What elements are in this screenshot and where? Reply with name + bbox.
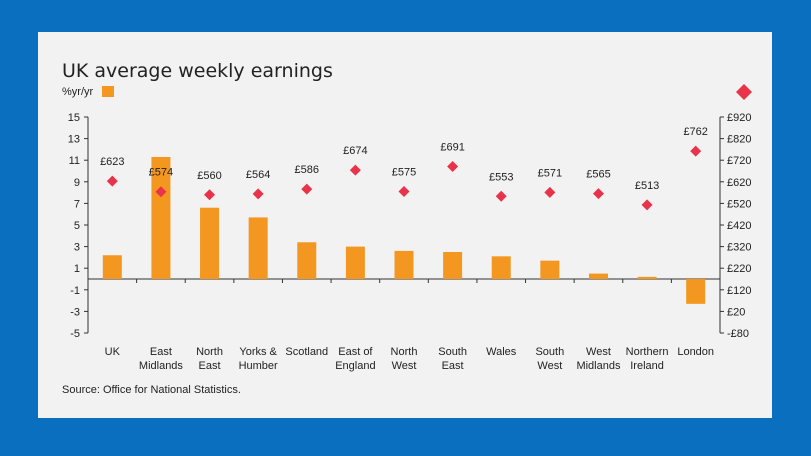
diamond-marker bbox=[398, 186, 410, 198]
diamond-data-label: £691 bbox=[440, 141, 464, 153]
x-category-label: East bbox=[442, 360, 464, 372]
y-left-tick-label: 1 bbox=[74, 263, 80, 275]
diamond-data-label: £623 bbox=[100, 156, 124, 168]
x-category-label: Midlands bbox=[139, 360, 184, 372]
x-category-label: North bbox=[196, 346, 223, 358]
bar bbox=[540, 260, 560, 279]
diamond-marker bbox=[252, 188, 264, 200]
y-left-tick-label: 15 bbox=[68, 112, 80, 124]
diamond-data-label: £586 bbox=[295, 164, 319, 176]
bar bbox=[297, 242, 317, 279]
diamond-data-label: £565 bbox=[586, 169, 610, 181]
legend-diamond-swatch bbox=[736, 84, 752, 100]
y-right-tick-label: £220 bbox=[727, 263, 751, 275]
diamond-marker bbox=[106, 175, 118, 187]
bar bbox=[200, 207, 220, 279]
diamond-data-label: £553 bbox=[489, 171, 513, 183]
diamond-marker bbox=[690, 145, 702, 157]
bar bbox=[248, 217, 268, 279]
diamonds-layer bbox=[106, 145, 702, 211]
diamond-marker bbox=[349, 164, 361, 176]
y-left-tick-label: -3 bbox=[70, 306, 80, 318]
diamond-marker bbox=[495, 190, 507, 202]
bar bbox=[491, 256, 511, 279]
bar bbox=[443, 252, 463, 279]
x-category-label: Wales bbox=[486, 346, 517, 358]
y-left-tick-label: 9 bbox=[74, 177, 80, 189]
x-category-label: East bbox=[150, 346, 172, 358]
x-category-label: North bbox=[391, 346, 418, 358]
y-right-tick-label: £820 bbox=[727, 134, 751, 146]
diamond-marker bbox=[301, 183, 313, 195]
x-category-label: Midlands bbox=[576, 360, 621, 372]
y-axis-unit-label: %yr/yr bbox=[62, 86, 94, 98]
labels-layer: £623 £574 £560 £564 £586 £674 £575 £691 £553 £571… bbox=[100, 126, 714, 372]
y-left-tick-label: 5 bbox=[74, 220, 80, 232]
y-right-tick-label: £320 bbox=[727, 242, 751, 254]
y-right-tick-label: £420 bbox=[727, 220, 751, 232]
legend-bar-swatch bbox=[102, 86, 114, 97]
y-right-tick-label: -£80 bbox=[727, 328, 749, 340]
x-category-label: Humber bbox=[239, 360, 278, 372]
diamond-data-label: £762 bbox=[683, 126, 707, 138]
bar bbox=[637, 276, 657, 279]
x-category-label: East of bbox=[338, 346, 373, 358]
bar bbox=[686, 279, 706, 304]
y-left-tick-label: 13 bbox=[68, 134, 80, 146]
x-category-label: South bbox=[535, 346, 564, 358]
bar bbox=[151, 156, 171, 279]
bar bbox=[588, 273, 608, 279]
y-right-tick-label: £920 bbox=[727, 112, 751, 124]
y-right-tick-label: £20 bbox=[727, 306, 745, 318]
axes-layer: 15 13 11 9 7 5 3 1 -1 -3 -5 £920 £820 £720 £620 £520 £42… bbox=[68, 112, 752, 340]
x-category-label: West bbox=[392, 360, 417, 372]
diamond-marker bbox=[592, 188, 604, 200]
x-category-label: Ireland bbox=[630, 360, 664, 372]
y-left-tick-label: 7 bbox=[74, 198, 80, 210]
bar bbox=[394, 250, 414, 279]
y-left-tick-label: -1 bbox=[70, 285, 80, 297]
x-category-label: Scotland bbox=[285, 346, 328, 358]
legend-layer bbox=[736, 84, 752, 100]
diamond-marker bbox=[204, 189, 216, 201]
x-category-label: London bbox=[677, 346, 714, 358]
source-note: Source: Office for National Statistics. bbox=[62, 384, 241, 396]
y-left-tick-label: 3 bbox=[74, 242, 80, 254]
diamond-data-label: £513 bbox=[635, 180, 659, 192]
y-left-tick-label: -5 bbox=[70, 328, 80, 340]
x-category-label: Northern bbox=[626, 346, 669, 358]
y-right-tick-label: £720 bbox=[727, 155, 751, 167]
bar bbox=[345, 246, 365, 279]
x-category-label: West bbox=[537, 360, 562, 372]
x-category-label: UK bbox=[105, 346, 121, 358]
y-left-tick-label: 11 bbox=[69, 155, 80, 167]
x-category-label: East bbox=[199, 360, 221, 372]
x-category-label: England bbox=[335, 360, 375, 372]
diamond-marker bbox=[447, 160, 459, 172]
diamond-data-label: £571 bbox=[538, 167, 562, 179]
diamond-data-label: £674 bbox=[343, 145, 367, 157]
y-right-tick-label: £120 bbox=[727, 285, 751, 297]
bars-layer bbox=[102, 156, 706, 304]
diamond-marker bbox=[155, 186, 167, 198]
diamond-data-label: £574 bbox=[149, 167, 173, 179]
bar bbox=[102, 255, 122, 279]
x-category-label: West bbox=[586, 346, 611, 358]
y-right-tick-label: £520 bbox=[727, 198, 751, 210]
diamond-marker bbox=[641, 199, 653, 211]
y-right-tick-label: £620 bbox=[727, 177, 751, 189]
x-category-label: Yorks & bbox=[239, 346, 277, 358]
diamond-data-label: £560 bbox=[197, 170, 221, 182]
chart-title: UK average weekly earnings bbox=[62, 60, 333, 82]
diamond-data-label: £564 bbox=[246, 169, 270, 181]
diamond-marker bbox=[544, 186, 556, 198]
diamond-data-label: £575 bbox=[392, 167, 416, 179]
x-category-label: South bbox=[438, 346, 467, 358]
